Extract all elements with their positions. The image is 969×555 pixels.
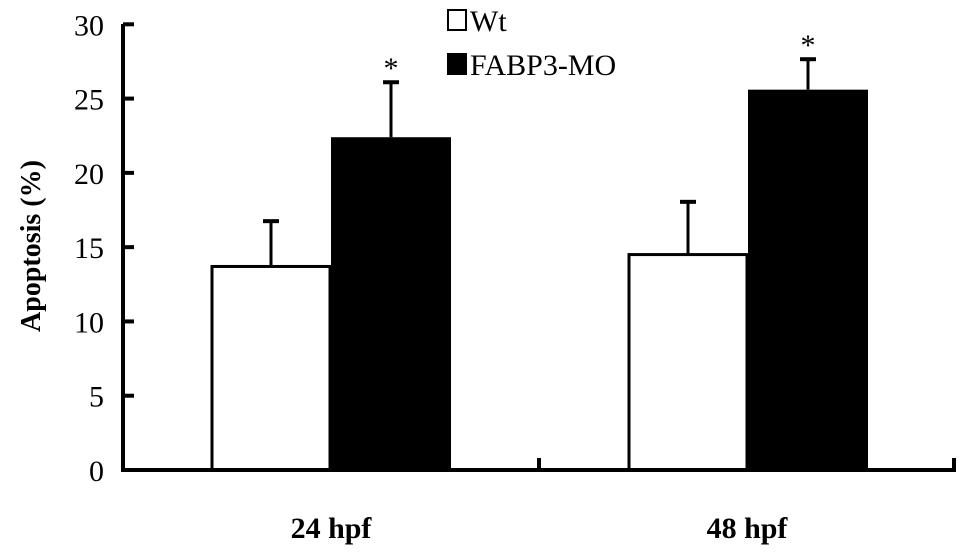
significance-marker: * bbox=[801, 29, 816, 62]
bar-fabp3-mo-0 bbox=[331, 137, 451, 470]
bar-wt-1 bbox=[627, 253, 749, 472]
category-label: 48 hpf bbox=[707, 512, 789, 545]
y-tick-label: 20 bbox=[74, 158, 104, 191]
y-tick-label: 25 bbox=[74, 84, 104, 117]
legend-label-fabp3-mo: FABP3-MO bbox=[470, 49, 616, 82]
category-label: 24 hpf bbox=[291, 512, 373, 545]
y-tick-label: 10 bbox=[74, 306, 104, 339]
legend-label-wt: Wt bbox=[470, 5, 507, 38]
bar-wt-0 bbox=[210, 264, 332, 472]
bar-fabp3-mo-1 bbox=[748, 89, 868, 470]
y-tick-label: 30 bbox=[74, 9, 104, 42]
y-tick-label: 5 bbox=[89, 381, 104, 414]
legend-swatch-wt bbox=[447, 9, 467, 31]
significance-marker: * bbox=[384, 52, 399, 85]
legend-swatch-fabp3-mo bbox=[447, 53, 467, 75]
legend: Wt FABP3-MO bbox=[447, 5, 616, 82]
y-axis-label: Apoptosis (%) bbox=[16, 160, 47, 332]
y-tick-label: 0 bbox=[89, 455, 104, 488]
y-tick-label: 15 bbox=[74, 232, 104, 265]
